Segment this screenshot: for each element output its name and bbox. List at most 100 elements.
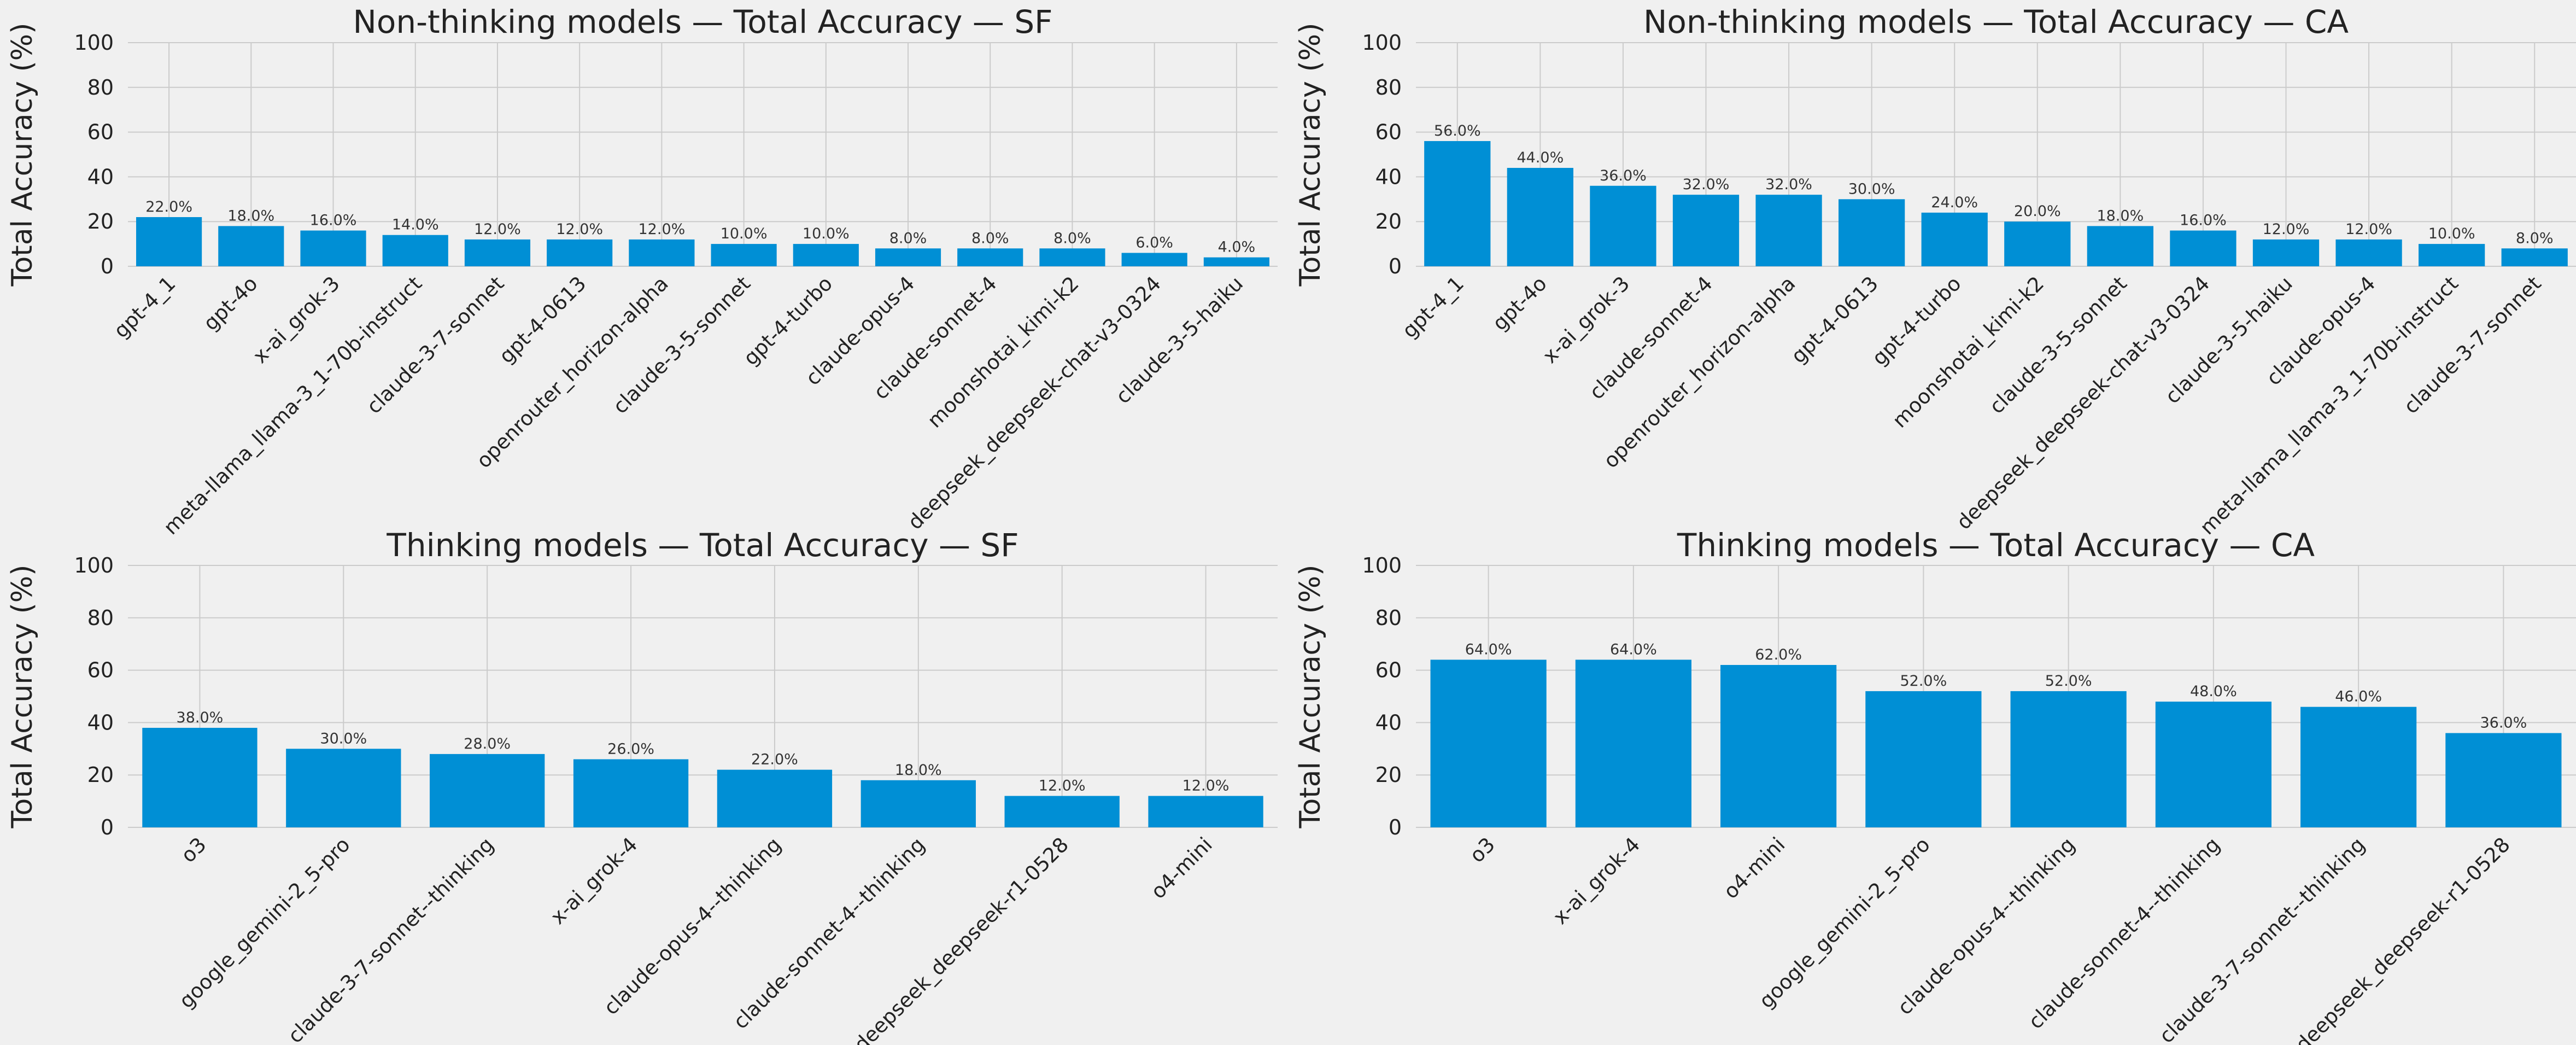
bar [430,754,545,827]
bar [2335,239,2402,266]
x-tick-label: moonshotai_kimi-k2 [1888,272,2048,433]
bar [629,239,695,266]
y-tick-label: 80 [87,75,114,100]
bar [1004,796,1120,827]
x-tick-label: gpt-4_1 [1397,272,1468,343]
y-tick-label: 100 [1362,31,1402,55]
y-axis-label: Total Accuracy (%) [1294,565,1327,829]
bar-value-label: 30.0% [320,730,367,747]
bar [2445,733,2562,827]
bar-value-label: 12.0% [2345,221,2392,238]
bar [1148,796,1263,827]
bar [875,248,941,266]
bar-value-label: 22.0% [751,751,798,768]
bar [286,749,401,827]
bar-value-label: 52.0% [1900,673,1947,690]
bar-value-label: 12.0% [1039,778,1086,795]
bar [957,248,1023,266]
bar-value-label: 10.0% [721,225,768,242]
bar [1865,691,1982,827]
chart-panel-3: 0 20 40 60 80 100 38.0% o3 30.0% google_gemini-2_… [6,527,1278,1045]
chart-title: Thinking models — Total Accuracy — CA [1677,527,2315,564]
x-tick-label: x-ai_grok-4 [546,833,642,929]
bar [1839,199,1905,266]
bar-value-label: 52.0% [2045,673,2092,690]
chart-title: Non-thinking models — Total Accuracy — S… [353,3,1052,40]
y-axis-label: Total Accuracy (%) [1294,23,1327,287]
bar [1720,665,1837,827]
x-tick-label: o4-mini [1146,833,1217,903]
x-tick-label: claude-3-7-sonnet [2399,272,2545,418]
bar [2300,707,2417,827]
bar-value-label: 38.0% [177,709,224,726]
bar [218,226,284,266]
bar [717,769,833,827]
bar-value-label: 36.0% [1600,167,1647,184]
chart-panel-2: 0 20 40 60 80 100 56.0% gpt-4_1 44.0% gpt-4o 36.0%… [1294,3,2576,539]
bar [2155,702,2271,827]
bar-value-label: 10.0% [803,225,850,242]
bar [2419,244,2485,266]
bar [464,239,531,266]
bar [1430,659,1547,827]
bar [1575,659,1691,827]
bar-value-label: 4.0% [1218,239,1256,256]
chart-panel-4: 0 20 40 60 80 100 64.0% o3 64.0% x-ai_grok-4 62.0%… [1294,527,2576,1045]
bar [1424,141,1491,266]
bar-value-label: 8.0% [1053,230,1091,247]
bar-value-label: 16.0% [310,212,357,229]
y-tick-label: 40 [87,165,114,189]
x-tick-label: o3 [177,833,211,867]
chart-title: Thinking models — Total Accuracy — SF [386,527,1018,564]
bar-value-label: 24.0% [1931,194,1978,211]
bar [573,759,689,827]
x-tick-label: claude-3-7-sonnet [362,272,508,418]
bar-value-label: 44.0% [1517,149,1564,166]
bar [136,217,202,266]
x-tick-label: moonshotai_kimi-k2 [923,272,1084,433]
bar-value-label: 12.0% [556,221,603,238]
bar-value-label: 16.0% [2180,212,2227,229]
y-tick-label: 60 [87,120,114,144]
bar-value-label: 14.0% [392,217,439,233]
bar [1203,257,1269,266]
y-tick-label: 60 [87,658,114,682]
bar-value-label: 18.0% [227,207,274,224]
bar-value-label: 64.0% [1465,641,1512,658]
bar-value-label: 62.0% [1755,646,1802,663]
bar-value-label: 12.0% [2263,221,2310,238]
bar [547,239,613,266]
y-tick-label: 40 [1375,710,1402,734]
bar-value-label: 12.0% [1182,778,1230,795]
bar-value-label: 8.0% [971,230,1009,247]
bar-value-label: 12.0% [474,221,521,238]
bar-value-label: 36.0% [2480,715,2527,732]
bar [1921,212,1988,266]
bar-value-label: 26.0% [607,740,654,757]
bar [1039,248,1105,266]
x-tick-label: google_gemini-2_5-pro [174,833,354,1013]
chart-panel-1: 0 20 40 60 80 100 22.0% gpt-4_1 18.0% gpt-4o 16.0%… [6,3,1278,539]
bar [2252,239,2320,266]
x-tick-label: claude-3-5-sonnet [1985,272,2132,418]
bar [711,244,777,266]
y-axis-label: Total Accuracy (%) [6,565,39,829]
y-tick-label: 0 [1389,815,1402,839]
y-tick-label: 60 [1375,658,1402,682]
bar [2010,691,2127,827]
y-tick-label: 60 [1375,120,1402,144]
y-tick-label: 80 [87,606,114,630]
bar [300,230,366,266]
y-tick-label: 20 [87,209,114,233]
x-tick-label: gpt-4o [199,272,262,335]
y-tick-label: 0 [101,254,114,278]
bar-value-label: 22.0% [145,199,192,215]
y-tick-label: 100 [1362,553,1402,577]
bar [793,244,859,266]
x-tick-label: gpt-4o [1488,272,1552,335]
y-axis-label: Total Accuracy (%) [6,23,39,287]
bar-value-label: 48.0% [2190,683,2237,700]
bar-value-label: 8.0% [2516,230,2554,247]
y-tick-label: 80 [1375,606,1402,630]
